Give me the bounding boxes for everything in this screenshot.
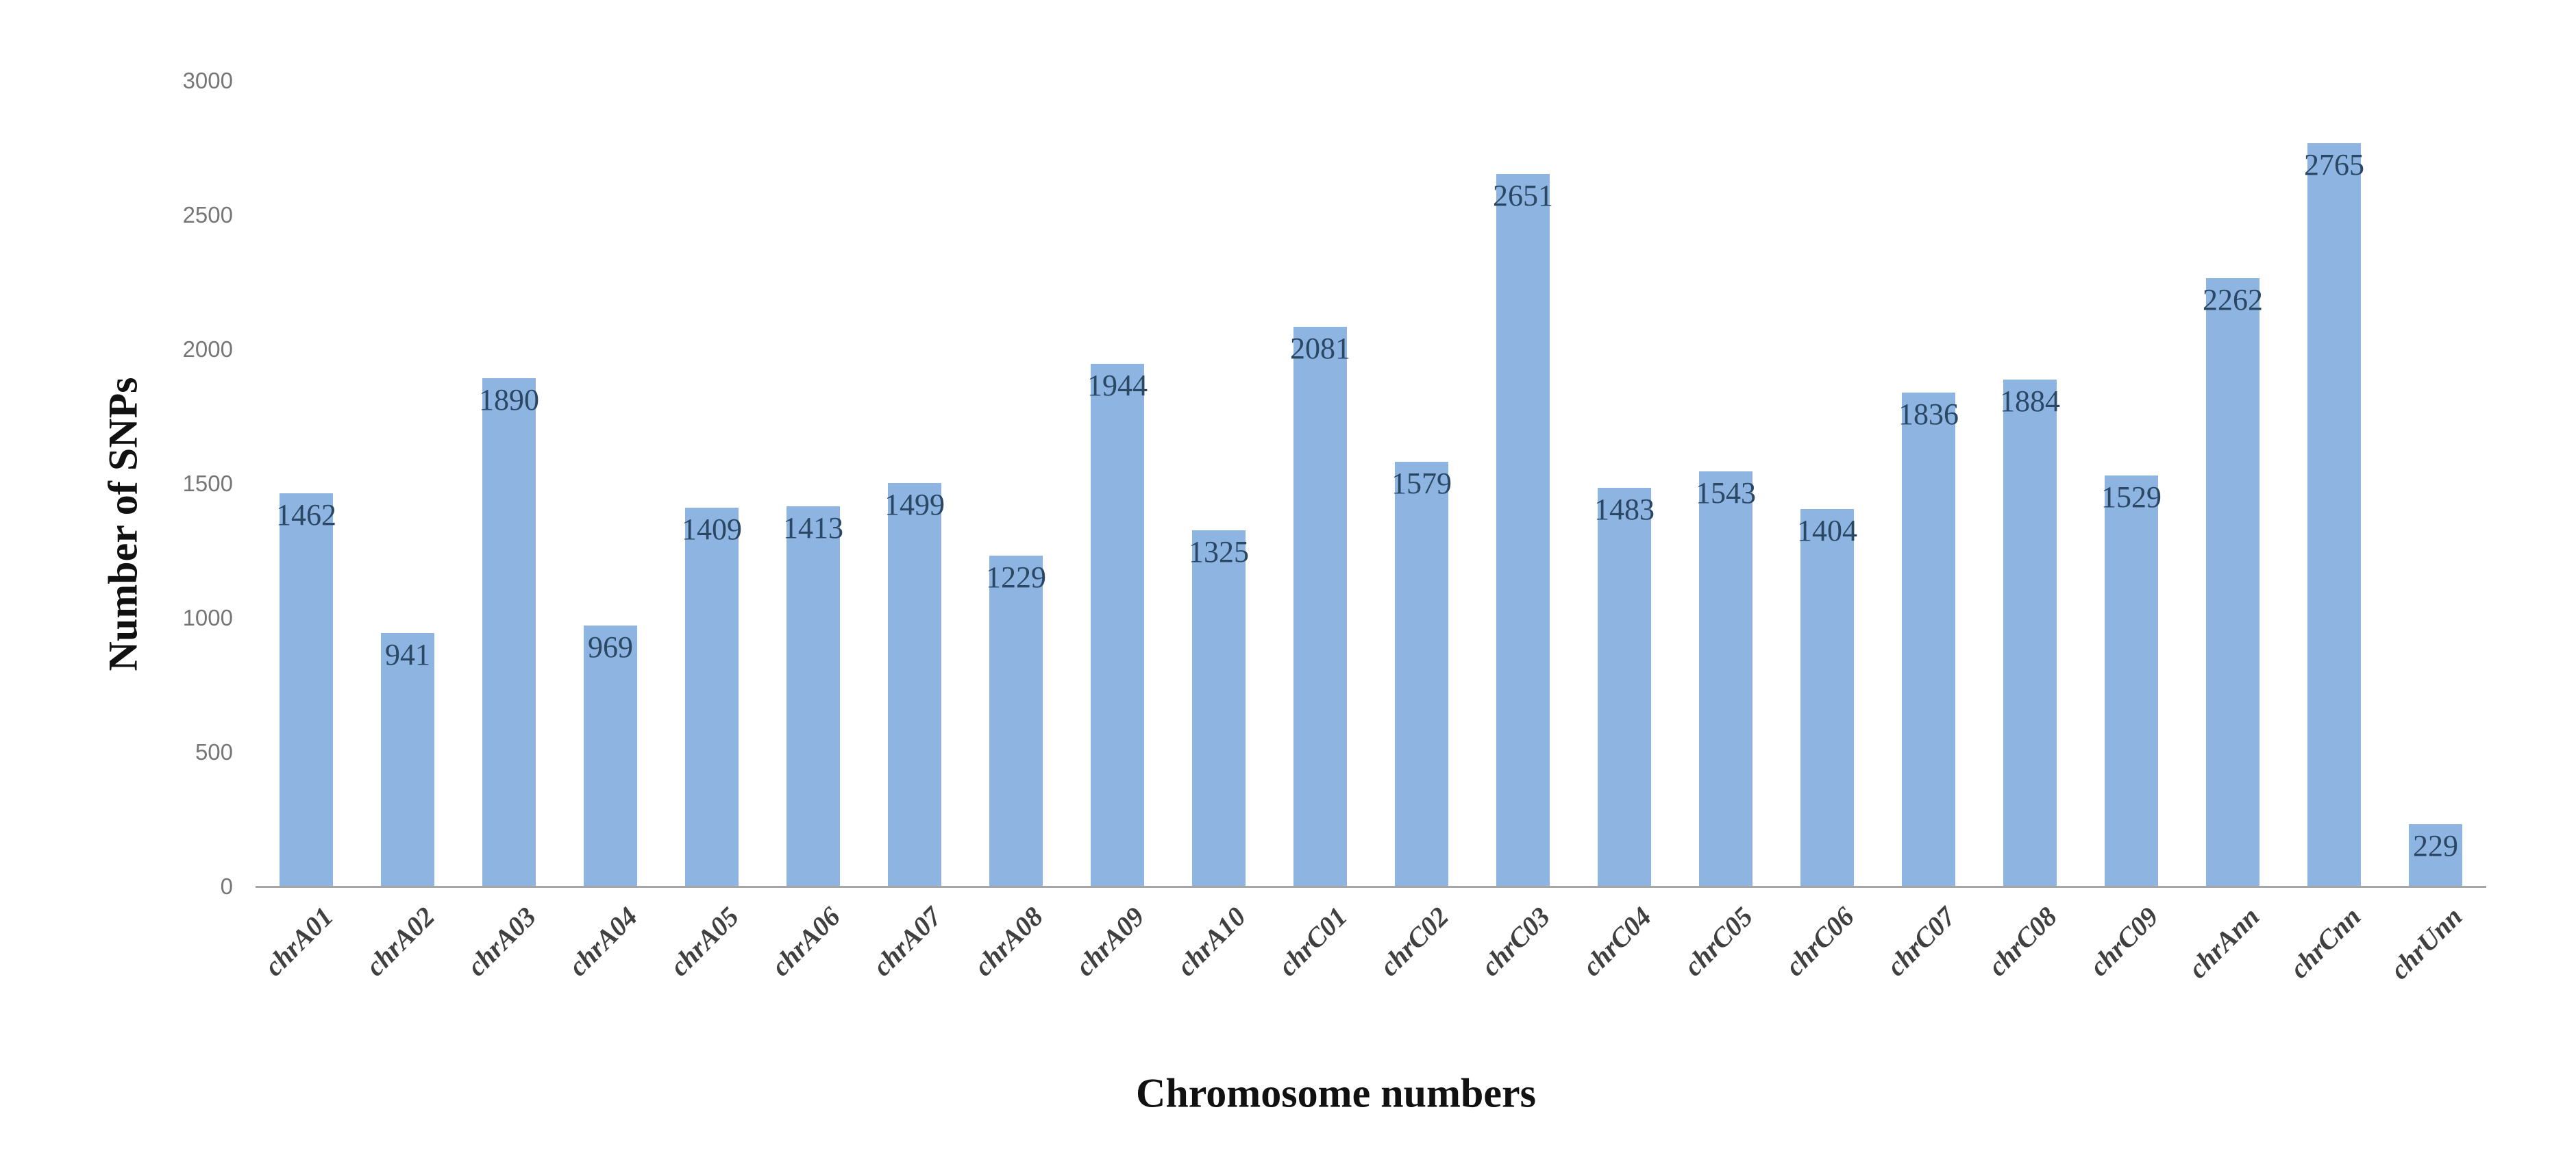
bar-value-label: 1890 [479,383,539,417]
bar-value-label: 1483 [1594,493,1655,526]
y-tick-label: 0 [220,874,233,899]
x-category-label: chrC06 [1779,900,1860,982]
x-category-label: chrA01 [258,900,339,982]
bar-chrA01 [280,493,333,886]
bar-chrC09 [2105,475,2158,886]
bar-value-label: 1944 [1087,369,1148,402]
bar-value-label: 229 [2413,829,2458,863]
x-category-label: chrA08 [967,900,1049,982]
bar-value-label: 1579 [1391,467,1452,500]
x-axis-title: Chromosome numbers [1136,1070,1536,1116]
x-category-label: chrA10 [1170,900,1252,982]
bar-value-label: 1404 [1797,514,1857,547]
x-category-label: chrC05 [1677,900,1759,982]
x-category-label: chrUnn [2383,900,2468,985]
bar-value-label: 2765 [2304,148,2364,182]
bar-value-label: 1229 [986,560,1046,594]
y-tick-label: 2500 [182,202,233,227]
bar-chrA10 [1192,530,1246,886]
bar-chrC01 [1293,327,1347,886]
bar-chrC02 [1395,462,1448,886]
bar-chrUnn [2409,824,2462,886]
bar-chrAnn [2206,278,2259,886]
x-category-label: chrCnn [2283,900,2367,985]
x-category-label: chrA04 [562,900,643,982]
y-tick-label: 1000 [182,605,233,630]
bar-chrCnn [2307,143,2361,886]
x-category-label: chrA07 [866,900,948,982]
bar-value-label: 1529 [2101,480,2162,514]
bar-chrA06 [787,506,840,886]
bar-value-label: 2081 [1290,332,1350,365]
bar-value-label: 1462 [276,498,336,532]
bar-chrA02 [381,633,434,886]
bar-value-label: 969 [588,630,633,664]
bar-chrC04 [1598,488,1651,886]
bar-chrC08 [2003,380,2057,886]
x-category-label: chrC07 [1880,900,1961,982]
bar-chrC06 [1800,509,1854,886]
bar-value-label: 2651 [1493,179,1553,212]
bar-chrA09 [1091,364,1144,886]
bar-value-label: 1543 [1696,476,1756,510]
x-category-label: chrC02 [1373,900,1454,982]
bar-value-label: 2262 [2203,283,2263,317]
bar-value-label: 1499 [884,488,945,521]
y-tick-label: 3000 [182,68,233,93]
x-category-label: chrC03 [1474,900,1556,982]
y-tick-label: 500 [195,739,233,765]
x-category-label: chrC04 [1576,900,1657,982]
x-category-label: chrC09 [2083,900,2164,982]
bar-chrA04 [584,626,637,886]
bar-chrC07 [1902,393,1955,886]
x-category-label: chrA03 [460,900,542,982]
bar-chrA07 [888,483,941,886]
x-category-label: chrC08 [1981,900,2063,982]
bar-chrA03 [482,378,536,886]
x-category-label: chrA02 [359,900,441,982]
x-category-label: chrA06 [765,900,846,982]
bar-chrA08 [989,556,1043,886]
x-category-label: chrAnn [2182,900,2266,985]
x-axis-line [256,886,2486,888]
x-category-label: chrC01 [1272,900,1353,982]
bar-chrC03 [1496,174,1550,886]
bar-value-label: 1884 [2000,384,2060,418]
y-tick-label: 2000 [182,336,233,362]
bar-value-label: 1836 [1898,397,1959,431]
x-category-label: chrA09 [1069,900,1150,982]
bar-value-label: 1409 [682,512,742,546]
bar-chrA05 [685,508,739,886]
y-axis-title: Number of SNPs [100,377,146,671]
x-category-label: chrA05 [663,900,745,982]
bar-value-label: 1413 [783,511,843,545]
bar-value-label: 1325 [1189,535,1249,569]
bar-value-label: 941 [385,638,430,671]
y-tick-label: 1500 [182,471,233,496]
bar-chrC05 [1699,471,1753,886]
